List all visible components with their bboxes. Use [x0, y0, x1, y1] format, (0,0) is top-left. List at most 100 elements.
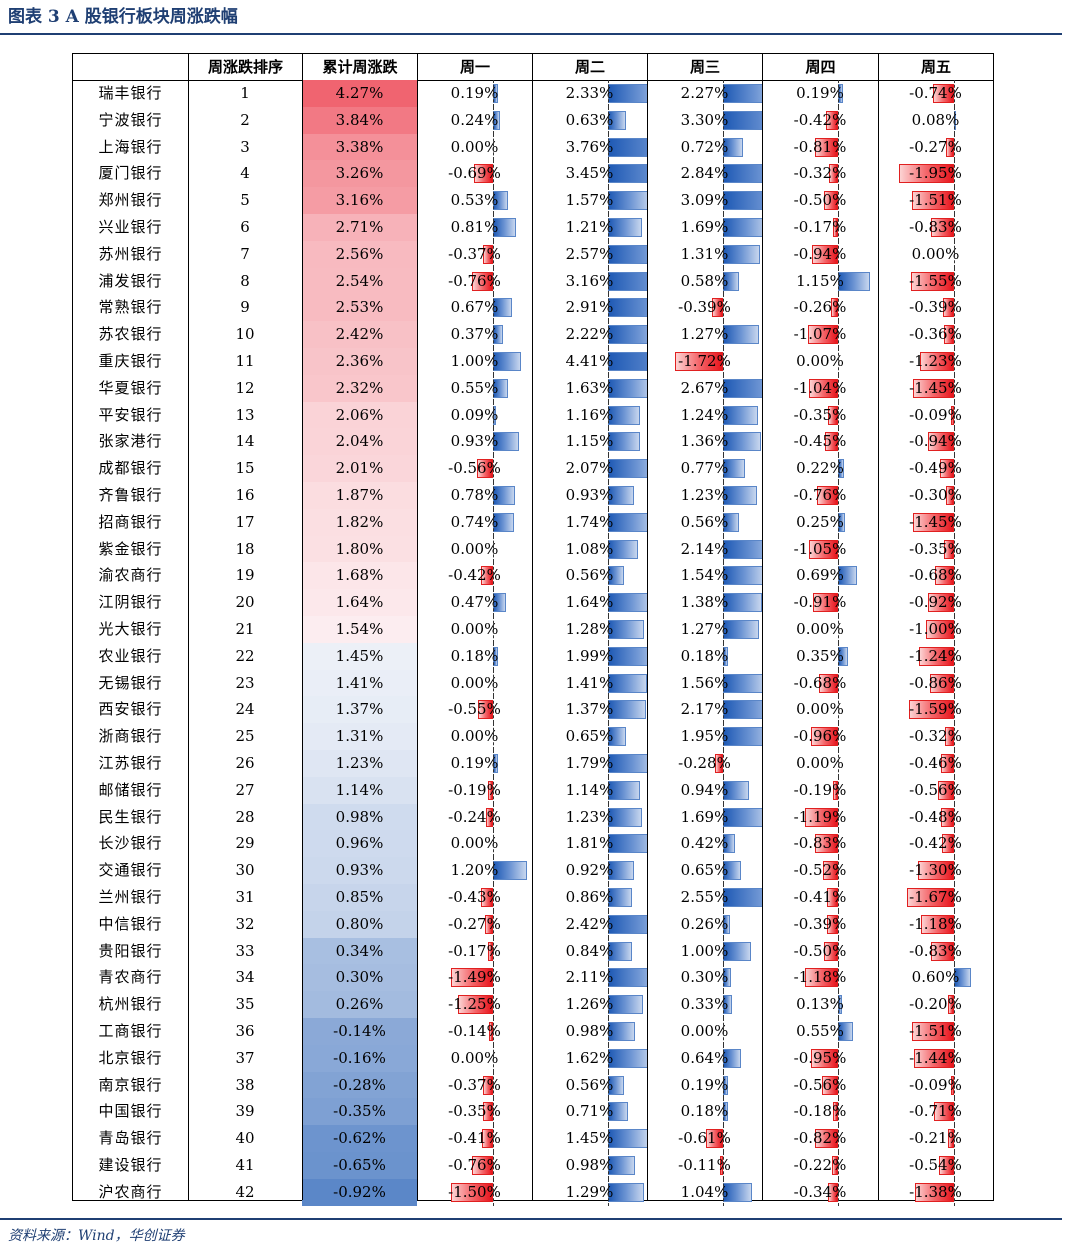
- change-value: -0.18%: [793, 1102, 847, 1121]
- change-value: 0.00%: [680, 1022, 729, 1040]
- zero-axis-line: [838, 240, 839, 268]
- change-value: 1.00%: [450, 352, 499, 370]
- change-value: 0.92%: [565, 861, 614, 880]
- change-bar: [948, 1129, 954, 1149]
- zero-axis-line: [608, 991, 609, 1018]
- change-bar: [481, 566, 493, 586]
- change-value: -0.69%: [448, 164, 501, 183]
- zero-axis-line: [493, 482, 494, 509]
- change-value: -0.50%: [793, 941, 847, 960]
- change-bar: [608, 968, 647, 988]
- bank-name: 华夏银行: [98, 378, 163, 397]
- day-change-cell-thu: 0.00%: [762, 616, 878, 643]
- day-change-cell-fri: -0.48%: [878, 803, 993, 831]
- day-change-cell-tue: 3.76%: [532, 133, 647, 161]
- change-value: 0.35%: [796, 646, 844, 665]
- day-change-cell-tue: 0.65%: [532, 723, 647, 750]
- bank-name: 宁波银行: [98, 110, 163, 129]
- day-change-cell-mon: 1.00%: [417, 348, 532, 375]
- day-change-cell-fri: -0.20%: [878, 991, 993, 1018]
- change-value: 3.09%: [680, 191, 729, 210]
- change-value: 0.18%: [680, 646, 729, 665]
- zero-axis-line: [723, 642, 724, 670]
- zero-axis-line: [608, 776, 609, 804]
- day-change-cell-thu: 0.19%: [762, 80, 878, 107]
- change-value: 0.00%: [450, 137, 499, 156]
- zero-axis-line: [608, 1044, 609, 1072]
- zero-axis-line: [608, 348, 609, 375]
- cumulative-change-cell: -0.92%: [302, 1178, 417, 1206]
- change-bar: [723, 325, 759, 345]
- day-change-cell-thu: 0.25%: [762, 508, 878, 536]
- zero-axis-line: [838, 1125, 839, 1152]
- cumulative-change-cell: -0.16%: [302, 1044, 417, 1072]
- change-value: 0.72%: [680, 137, 729, 156]
- change-bar: [940, 807, 954, 827]
- zero-axis-line: [723, 401, 724, 429]
- change-value: 0.13%: [796, 995, 844, 1014]
- zero-axis-line: [838, 750, 839, 777]
- day-change-cell-fri: -0.09%: [878, 1071, 993, 1099]
- day-change-cell-fri: 0.60%: [878, 964, 993, 992]
- zero-axis-line: [493, 750, 494, 777]
- cumulative-change-cell: 2.36%: [302, 348, 417, 375]
- day-change-cell-tue: 2.91%: [532, 294, 647, 322]
- change-value: 0.00%: [450, 727, 499, 746]
- change-value: -0.09%: [909, 1075, 962, 1094]
- day-change-cell-wed: 0.00%: [647, 1018, 762, 1045]
- zero-axis-line: [838, 562, 839, 590]
- rank-cell: 23: [235, 673, 255, 692]
- day-change-cell-thu: -1.07%: [762, 321, 878, 348]
- zero-axis-line: [493, 1044, 494, 1072]
- bank-name: 北京银行: [98, 1048, 163, 1067]
- change-value: -0.17%: [793, 218, 847, 236]
- zero-axis-line: [954, 964, 955, 992]
- change-value: -0.27%: [448, 914, 501, 933]
- zero-axis-line: [838, 294, 839, 322]
- zero-axis-line: [723, 240, 724, 268]
- zero-axis-line: [493, 214, 494, 241]
- day-change-cell-tue: 0.92%: [532, 857, 647, 884]
- change-value: -1.44%: [909, 1048, 962, 1067]
- day-change-cell-fri: -1.59%: [878, 696, 993, 724]
- zero-axis-line: [838, 1152, 839, 1179]
- bank-name: 青农商行: [98, 968, 163, 987]
- table-row: 平安银行 13 2.06% 0.09% 1.16% 1.24% -0.35% -0.09%: [73, 401, 993, 429]
- bank-name: 上海银行: [98, 137, 163, 156]
- change-bar: [814, 834, 838, 854]
- zero-axis-line: [723, 803, 724, 831]
- zero-axis-line: [608, 910, 609, 938]
- rank-cell: 27: [235, 780, 255, 799]
- change-value: 1.69%: [680, 218, 729, 236]
- zero-axis-line: [608, 830, 609, 858]
- bank-name: 长沙银行: [98, 834, 163, 853]
- change-bar: [715, 754, 723, 773]
- cumulative-change-cell: 1.31%: [302, 723, 417, 750]
- change-value: 2.67%: [680, 378, 729, 397]
- change-value: -1.38%: [909, 1182, 962, 1201]
- change-value: -0.30%: [909, 486, 962, 504]
- zero-axis-line: [608, 160, 609, 188]
- change-bar: [608, 271, 647, 291]
- change-value: -0.48%: [909, 807, 962, 826]
- change-bar: [938, 1156, 954, 1175]
- bank-name: 民生银行: [98, 807, 163, 826]
- zero-axis-line: [954, 1071, 955, 1099]
- change-bar: [823, 861, 838, 881]
- rank-cell: 14: [235, 432, 255, 451]
- zero-axis-line: [954, 884, 955, 911]
- table-row: 宁波银行 2 3.84% 0.24% 0.63% 3.30% -0.42% 0.08%: [73, 106, 993, 134]
- day-change-cell-tue: 0.93%: [532, 482, 647, 509]
- change-value: -0.42%: [793, 110, 847, 129]
- table-row: 长沙银行 29 0.96% 0.00% 1.81% 0.42% -0.83% -0.42%: [73, 830, 993, 858]
- day-change-cell-tue: 1.81%: [532, 830, 647, 858]
- zero-axis-line: [493, 1098, 494, 1126]
- day-change-cell-fri: -0.94%: [878, 428, 993, 456]
- zero-axis-line: [954, 830, 955, 858]
- zero-axis-line: [493, 401, 494, 429]
- change-value: -0.32%: [793, 164, 847, 183]
- change-value: -1.30%: [909, 861, 962, 880]
- change-value: -1.67%: [909, 888, 962, 906]
- change-bar: [940, 459, 954, 479]
- day-change-cell-tue: 0.84%: [532, 937, 647, 965]
